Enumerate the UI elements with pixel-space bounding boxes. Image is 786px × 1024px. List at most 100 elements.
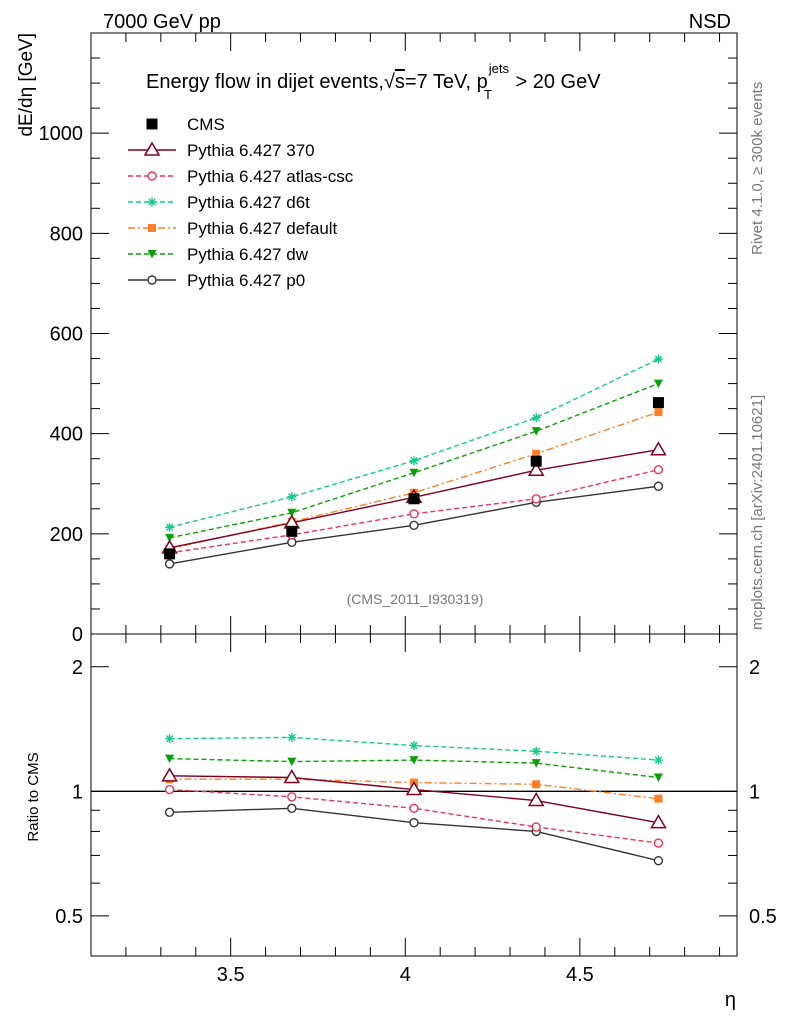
marker-shape — [165, 533, 175, 543]
marker-shape — [410, 457, 418, 465]
marker-shape — [147, 250, 157, 259]
marker-shape — [650, 441, 667, 456]
ratio-data-point — [409, 817, 419, 828]
legend-label: Pythia 6.427 d6t — [187, 193, 310, 212]
main-data-point — [532, 449, 541, 458]
ratio-data-point — [164, 807, 175, 817]
legend-label: Pythia 6.427 370 — [187, 141, 315, 160]
ratio-y-tick-label: 1 — [72, 781, 83, 803]
main-y-tick-label: 600 — [50, 324, 83, 346]
marker-shape — [164, 784, 175, 795]
main-series-line — [169, 382, 659, 539]
marker-shape — [147, 275, 157, 285]
marker-shape — [654, 355, 663, 363]
ratio-data-point — [409, 741, 419, 751]
analysis-id-label: (CMS_2011_I930319) — [347, 591, 484, 607]
ratio-data-point — [653, 773, 663, 783]
main-y-tick-label: 400 — [50, 424, 83, 446]
cms-data-point — [530, 455, 542, 467]
marker-shape — [532, 413, 540, 422]
marker-shape — [286, 525, 298, 537]
marker-shape — [652, 397, 664, 409]
main-data-point — [527, 461, 545, 476]
marker-shape — [653, 379, 663, 389]
marker-shape — [527, 792, 545, 807]
ratio-y-axis-label: Ratio to CMS — [25, 752, 42, 841]
beam-label: 7000 GeV pp — [103, 11, 221, 33]
marker-shape — [654, 794, 663, 803]
ratio-data-point — [165, 734, 175, 744]
main-y-tick-label: 1000 — [39, 123, 84, 145]
marker-shape — [653, 773, 663, 783]
ratio-data-point — [409, 803, 419, 813]
main-data-point — [409, 456, 419, 466]
legend-marker — [143, 141, 161, 156]
title-sqrt: √ — [384, 71, 395, 93]
marker-shape — [409, 468, 419, 478]
main-data-point — [653, 465, 664, 475]
ratio-data-point — [650, 814, 667, 829]
marker-shape — [650, 814, 667, 829]
marker-shape — [287, 537, 297, 548]
marker-shape — [148, 198, 156, 206]
legend-label: CMS — [187, 115, 225, 134]
marker-shape — [165, 754, 175, 764]
cms-data-point — [408, 493, 420, 505]
marker-shape — [653, 481, 664, 491]
legend-marker — [148, 224, 156, 232]
main-data-point — [409, 509, 419, 519]
marker-shape — [287, 803, 297, 813]
main-data-point — [654, 408, 663, 417]
ratio-data-point — [287, 732, 297, 742]
marker-shape — [165, 523, 174, 531]
ratio-y-tick-label: 0.5 — [55, 906, 83, 928]
marker-shape — [161, 767, 178, 782]
marker-shape — [532, 780, 541, 789]
main-data-point — [650, 441, 667, 456]
title-superscript: jets — [488, 61, 510, 76]
marker-shape — [409, 817, 419, 828]
legend-item: Pythia 6.427 default — [128, 219, 338, 238]
marker-shape — [164, 807, 175, 817]
legend-marker — [146, 118, 158, 130]
x-tick-label: 3.5 — [217, 964, 245, 986]
process-label: NSD — [689, 11, 731, 33]
main-data-point — [165, 522, 175, 532]
marker-shape — [164, 548, 176, 560]
marker-shape — [532, 747, 540, 755]
legend-item: Pythia 6.427 dw — [128, 245, 309, 264]
main-data-point — [409, 520, 419, 531]
marker-shape — [653, 838, 664, 848]
main-y-tick-label: 800 — [50, 223, 83, 245]
ratio-data-point — [531, 759, 541, 768]
legend-item: Pythia 6.427 atlas-csc — [128, 167, 354, 186]
marker-shape — [288, 733, 296, 742]
ratio-y-tick-label-right: 1 — [749, 781, 760, 803]
marker-shape — [287, 792, 297, 802]
x-tick-label: 4.5 — [566, 964, 594, 986]
main-series-line — [169, 469, 659, 554]
ratio-data-point — [287, 803, 297, 813]
marker-shape — [654, 408, 663, 417]
marker-shape — [409, 756, 419, 765]
legend-label: Pythia 6.427 default — [187, 219, 338, 238]
marker-shape — [287, 508, 297, 518]
marker-shape — [530, 455, 542, 467]
marker-shape — [531, 494, 541, 504]
main-data-point — [531, 427, 541, 436]
legend-item: CMS — [146, 115, 225, 134]
x-axis-label: η — [725, 989, 736, 1011]
marker-shape — [288, 493, 296, 501]
main-data-point — [165, 533, 175, 543]
main-data-point — [287, 492, 297, 502]
ratio-data-point — [165, 754, 175, 764]
rivet-version-label: Rivet 4.1.0, ≥ 300k events — [749, 82, 766, 255]
ratio-data-point — [654, 794, 663, 803]
marker-shape — [283, 769, 301, 784]
legend-item: Pythia 6.427 370 — [128, 141, 315, 160]
ratio-plot-frame — [90, 633, 738, 957]
main-data-point — [409, 468, 419, 478]
title-text-mid: =7 TeV, p — [405, 71, 488, 93]
marker-shape — [409, 803, 419, 813]
